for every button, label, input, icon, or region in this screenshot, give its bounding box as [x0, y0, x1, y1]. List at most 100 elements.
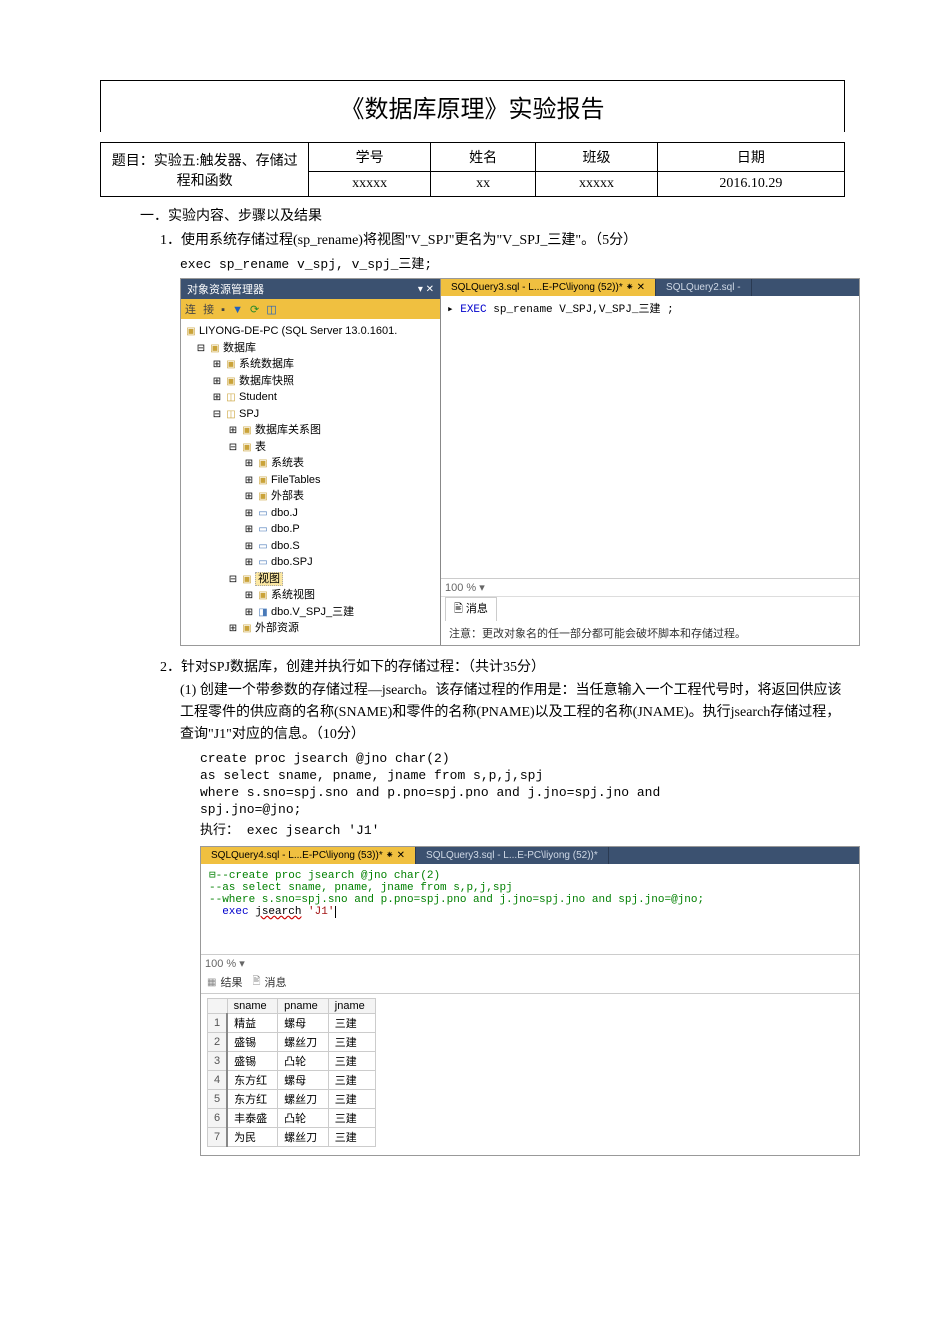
table-row[interactable]: 1精益螺母三建 [208, 1013, 376, 1032]
table-row[interactable]: 7为民螺丝刀三建 [208, 1127, 376, 1146]
expand-icon[interactable]: ⊟ [227, 440, 239, 455]
line-marker: ▸ [447, 304, 460, 316]
tree-node[interactable]: ⊞▭dbo.J [183, 505, 438, 522]
tree-label: 外部表 [271, 490, 304, 502]
cell: 三建 [328, 1089, 375, 1108]
editor2-tab-active[interactable]: SQLQuery4.sql - L...E-PC\liyong (53))* ⁕… [201, 847, 416, 864]
sub-1-code-4: spj.jno=@jno; [200, 802, 845, 817]
sub-1-code-3: where s.sno=spj.sno and p.pno=spj.pno an… [200, 785, 845, 800]
tb-1[interactable]: 接 [203, 304, 214, 316]
result-grid: sname pname jname 1精益螺母三建2盛锡螺丝刀三建3盛锡凸轮三建… [207, 998, 376, 1147]
expand-icon[interactable]: ⊞ [243, 605, 255, 620]
tree-node[interactable]: ⊞▭dbo.S [183, 538, 438, 555]
expand-icon[interactable]: ⊟ [227, 572, 239, 587]
expand-icon[interactable]: ⊞ [243, 522, 255, 537]
tree-node[interactable]: ⊞◨dbo.V_SPJ_三建 [183, 604, 438, 621]
sql-rest: sp_rename V_SPJ,V_SPJ_三建 ; [487, 304, 674, 316]
table-row[interactable]: 6丰泰盛凸轮三建 [208, 1108, 376, 1127]
expand-icon[interactable]: ⊞ [243, 555, 255, 570]
expand-icon[interactable]: ⊞ [243, 473, 255, 488]
tree-node[interactable]: ⊞▣FileTables [183, 472, 438, 489]
explorer-header: 对象资源管理器 ▾ ✕ [181, 279, 440, 299]
expand-icon[interactable]: ⊞ [243, 489, 255, 504]
node-icon: ▣ [257, 588, 269, 603]
expand-icon[interactable]: ⊟ [195, 341, 207, 356]
expand-icon[interactable]: ⊞ [211, 390, 223, 405]
expand-icon[interactable]: ⊞ [243, 456, 255, 471]
tb-3[interactable]: ▼ [232, 304, 243, 316]
results-tab[interactable]: ▦结果 [207, 974, 242, 991]
tree-node[interactable]: ⊞▣系统视图 [183, 587, 438, 604]
tree-label: SPJ [239, 408, 259, 420]
expand-icon[interactable]: ⊟ [211, 407, 223, 422]
tree-node[interactable]: ⊞▭dbo.SPJ [183, 554, 438, 571]
val-name: xx [430, 172, 535, 197]
tree-node[interactable]: ⊟▣数据库 [183, 340, 438, 357]
messages-tab-label: 消息 [265, 974, 287, 990]
editor2-tab-other[interactable]: SQLQuery3.sql - L...E-PC\liyong (52))* [416, 847, 609, 864]
rownum-cell: 3 [208, 1051, 228, 1070]
expand-icon[interactable]: ⊞ [243, 588, 255, 603]
zoom-bar-2[interactable]: 100 % ▾ [201, 954, 859, 972]
tree-node[interactable]: ⊟▣视图 [183, 571, 438, 588]
header-table: 题目：实验五:触发器、存储过程和函数 学号 姓名 班级 日期 xxxxx xx … [100, 142, 845, 197]
messages-tab-2[interactable]: 🖹消息 [252, 974, 286, 991]
item-2: 2．针对SPJ数据库，创建并执行如下的存储过程：（共计35分） [160, 656, 845, 676]
tree-node[interactable]: ⊞▣外部表 [183, 488, 438, 505]
editor-tab-other[interactable]: SQLQuery2.sql - [656, 279, 751, 296]
cell: 三建 [328, 1070, 375, 1089]
tree-label: dbo.P [271, 523, 300, 535]
zoom-indicator[interactable]: 100 % ▾ [441, 579, 859, 597]
explorer-pin-icon[interactable]: ▾ ✕ [418, 284, 434, 295]
tree-node[interactable]: ⊟◫SPJ [183, 406, 438, 423]
sql-editor-body[interactable]: ▸ EXEC sp_rename V_SPJ,V_SPJ_三建 ; [441, 296, 859, 578]
tree-node[interactable]: ⊞▣外部资源 [183, 620, 438, 637]
server-label: LIYONG-DE-PC (SQL Server 13.0.1601. [199, 325, 397, 337]
cell: 东方红 [227, 1089, 278, 1108]
editor-tab-active[interactable]: SQLQuery3.sql - L...E-PC\liyong (52))* ⁕… [441, 279, 656, 296]
col-jname[interactable]: jname [328, 998, 375, 1013]
table-row[interactable]: 2盛锡螺丝刀三建 [208, 1032, 376, 1051]
tb-2[interactable]: ▪ [221, 304, 225, 316]
expand-icon[interactable]: ⊞ [227, 621, 239, 636]
cell: 螺丝刀 [278, 1127, 329, 1146]
tree-label: dbo.SPJ [271, 556, 313, 568]
tb-5[interactable]: ◫ [266, 304, 276, 316]
tree-node[interactable]: ⊞▣系统数据库 [183, 356, 438, 373]
tb-0[interactable]: 连 [185, 304, 196, 316]
server-node[interactable]: ▣LIYONG-DE-PC (SQL Server 13.0.1601. [183, 323, 438, 340]
table-row[interactable]: 4东方红螺母三建 [208, 1070, 376, 1089]
expand-icon[interactable]: ⊞ [243, 506, 255, 521]
tree-label: 系统数据库 [239, 358, 294, 370]
tree-node[interactable]: ⊞◫Student [183, 389, 438, 406]
editor-tabs: SQLQuery3.sql - L...E-PC\liyong (52))* ⁕… [441, 279, 859, 296]
expand-icon[interactable]: ⊞ [243, 539, 255, 554]
explorer-tree: ▣LIYONG-DE-PC (SQL Server 13.0.1601. ⊟▣数… [181, 319, 440, 645]
tree-node[interactable]: ⊞▣数据库关系图 [183, 422, 438, 439]
item-1-text: 使用系统存储过程(sp_rename)将视图"V_SPJ"更名为"V_SPJ_三… [181, 233, 637, 248]
col-pname[interactable]: pname [278, 998, 329, 1013]
tree-label: 数据库 [223, 342, 256, 354]
messages-tab[interactable]: 🖹 消息 [445, 597, 497, 621]
col-sname[interactable]: sname [227, 998, 278, 1013]
sql2-line-2: --where s.sno=spj.sno and p.pno=spj.pno … [209, 894, 851, 906]
sub-1-text: 创建一个带参数的存储过程—jsearch。该存储过程的作用是：当任意输入一个工程… [180, 683, 841, 743]
rownum-header [208, 998, 228, 1013]
tb-4[interactable]: ⟳ [250, 304, 259, 316]
tree-node[interactable]: ⊞▣系统表 [183, 455, 438, 472]
node-icon: ▣ [241, 572, 253, 587]
tree-node[interactable]: ⊞▣数据库快照 [183, 373, 438, 390]
table-row[interactable]: 5东方红螺丝刀三建 [208, 1089, 376, 1108]
expand-icon[interactable]: ⊞ [227, 423, 239, 438]
sql-editor-body-2[interactable]: ⊟--create proc jsearch @jno char(2) --as… [201, 864, 859, 954]
tree-node[interactable]: ⊞▭dbo.P [183, 521, 438, 538]
table-row[interactable]: 3盛锡凸轮三建 [208, 1051, 376, 1070]
hdr-date: 日期 [657, 143, 844, 172]
rownum-cell: 4 [208, 1070, 228, 1089]
tree-label: 外部资源 [255, 622, 299, 634]
expand-icon[interactable]: ⊞ [211, 374, 223, 389]
expand-icon[interactable]: ⊞ [211, 357, 223, 372]
tree-node[interactable]: ⊟▣表 [183, 439, 438, 456]
item-1-num: 1． [160, 233, 181, 248]
tree-label: 表 [255, 441, 266, 453]
